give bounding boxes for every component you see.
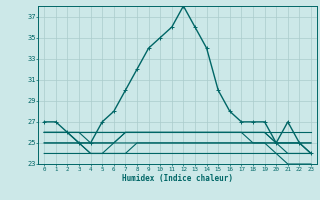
- X-axis label: Humidex (Indice chaleur): Humidex (Indice chaleur): [122, 174, 233, 183]
